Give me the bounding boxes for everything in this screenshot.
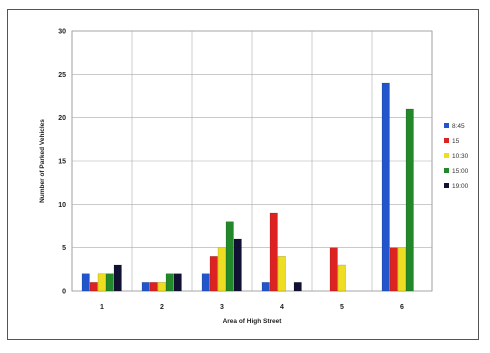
y-tick-label: 25 (58, 72, 66, 79)
bar (381, 82, 390, 292)
legend-swatch (444, 183, 449, 188)
x-tick-label: 2 (160, 304, 164, 311)
bar (293, 282, 302, 292)
y-tick-label: 10 (58, 202, 66, 209)
bar (97, 273, 106, 292)
bar (113, 264, 122, 292)
bar (269, 212, 278, 292)
bar (329, 247, 338, 292)
legend-label: 8:45 (452, 123, 465, 130)
x-axis-label: Area of High Street (223, 318, 283, 325)
bar (81, 273, 90, 292)
bar (405, 108, 414, 292)
bars (81, 82, 414, 292)
bar (397, 247, 406, 292)
bar (261, 282, 270, 292)
bar (337, 264, 346, 292)
legend-label: 19:00 (452, 183, 469, 190)
bar (209, 256, 218, 292)
legend-swatch (444, 168, 449, 173)
bar (89, 282, 98, 292)
x-tick-label: 5 (340, 304, 344, 311)
bar (149, 282, 158, 292)
gridlines (72, 30, 432, 292)
y-tick-label: 30 (58, 29, 66, 36)
x-tick-label: 3 (220, 304, 224, 311)
bar (201, 273, 210, 292)
legend-label: 10:30 (452, 153, 469, 160)
legend: 8:45 15 10:30 15:00 19:00 (444, 123, 469, 190)
bar (141, 282, 150, 292)
x-tick-label: 6 (400, 304, 404, 311)
x-tick-label: 1 (100, 304, 104, 311)
y-tick-label: 5 (62, 245, 66, 252)
bar (217, 247, 226, 292)
y-axis-label: Number of Parked Vehicles (39, 119, 46, 203)
legend-label: 15:00 (452, 168, 469, 175)
x-tick-label: 4 (280, 304, 284, 311)
y-tick-label: 15 (58, 159, 66, 166)
x-tick-labels: 1 2 3 4 5 6 (100, 304, 404, 311)
bar (157, 282, 166, 292)
bar (389, 247, 398, 292)
y-tick-label: 20 (58, 115, 66, 122)
y-tick-labels: 0 5 10 15 20 25 30 (58, 29, 66, 296)
bar (233, 238, 242, 292)
bar (173, 273, 182, 292)
legend-label: 15 (452, 138, 460, 145)
legend-swatch (444, 123, 449, 128)
bar (165, 273, 174, 292)
legend-swatch (444, 138, 449, 143)
legend-swatch (444, 153, 449, 158)
bar (105, 273, 114, 292)
y-tick-label: 0 (62, 289, 66, 296)
bar (277, 256, 286, 292)
bar (225, 221, 234, 292)
